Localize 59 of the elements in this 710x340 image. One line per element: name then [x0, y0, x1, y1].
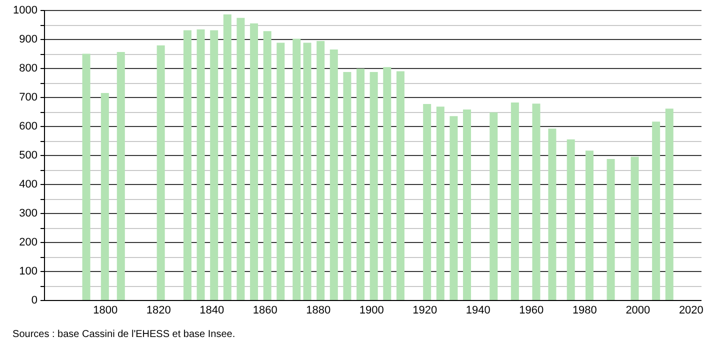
x-tick-label: 1960 — [519, 304, 544, 316]
bar — [82, 54, 90, 300]
bar — [223, 14, 232, 300]
bar — [183, 30, 192, 300]
x-tick-label: 2020 — [678, 304, 704, 316]
bar — [236, 18, 245, 300]
bar — [490, 112, 498, 300]
y-tick-label: 900 — [19, 34, 38, 46]
bar — [330, 49, 338, 300]
x-tick-label: 1840 — [200, 304, 224, 316]
bar — [665, 108, 674, 300]
bar — [630, 156, 639, 300]
bar — [356, 68, 365, 300]
bar — [100, 92, 109, 300]
x-tick-label: 1940 — [466, 304, 490, 316]
y-tick-label: 200 — [19, 236, 38, 248]
y-tick-label: 400 — [19, 178, 38, 190]
bar — [436, 106, 444, 300]
x-tick-label: 1900 — [359, 304, 384, 316]
y-tick-label: 500 — [19, 150, 38, 162]
bar — [586, 150, 594, 300]
x-tick-label: 1820 — [146, 304, 171, 316]
y-tick-label: 600 — [19, 120, 38, 132]
y-tick-label: 800 — [19, 62, 38, 74]
y-tick-label: 0 — [31, 294, 38, 306]
bar — [210, 30, 218, 300]
source-note: Sources : base Cassini de l'EHESS et base Insee. — [12, 329, 236, 340]
bar — [343, 72, 352, 300]
x-tick-label: 1880 — [306, 304, 331, 316]
bar — [463, 109, 472, 300]
y-tick-label: 300 — [19, 208, 38, 220]
x-tick-label: 1920 — [412, 304, 438, 316]
bar — [548, 128, 556, 300]
bar — [263, 31, 272, 300]
y-tick-label: 1000 — [13, 4, 38, 16]
bar — [316, 41, 325, 300]
bar — [370, 72, 378, 300]
bar — [450, 116, 458, 300]
x-tick-label: 1860 — [252, 304, 278, 316]
bar — [292, 38, 301, 300]
x-tick-label: 1980 — [572, 304, 597, 316]
bar — [116, 52, 125, 300]
bar — [423, 104, 432, 300]
y-tick-label: 700 — [19, 92, 38, 104]
bar — [303, 42, 312, 300]
bar — [276, 42, 285, 300]
x-tick-label: 2000 — [626, 304, 650, 316]
y-tick-label: 100 — [19, 266, 38, 278]
bar — [606, 159, 615, 300]
bar — [566, 139, 575, 300]
bar — [510, 102, 519, 300]
bar — [396, 71, 404, 300]
bar — [532, 104, 540, 300]
bar — [250, 23, 258, 300]
bar — [383, 67, 392, 300]
x-tick-label: 1800 — [93, 304, 118, 316]
bar — [156, 45, 165, 300]
bar — [652, 122, 660, 300]
bar — [196, 29, 205, 300]
